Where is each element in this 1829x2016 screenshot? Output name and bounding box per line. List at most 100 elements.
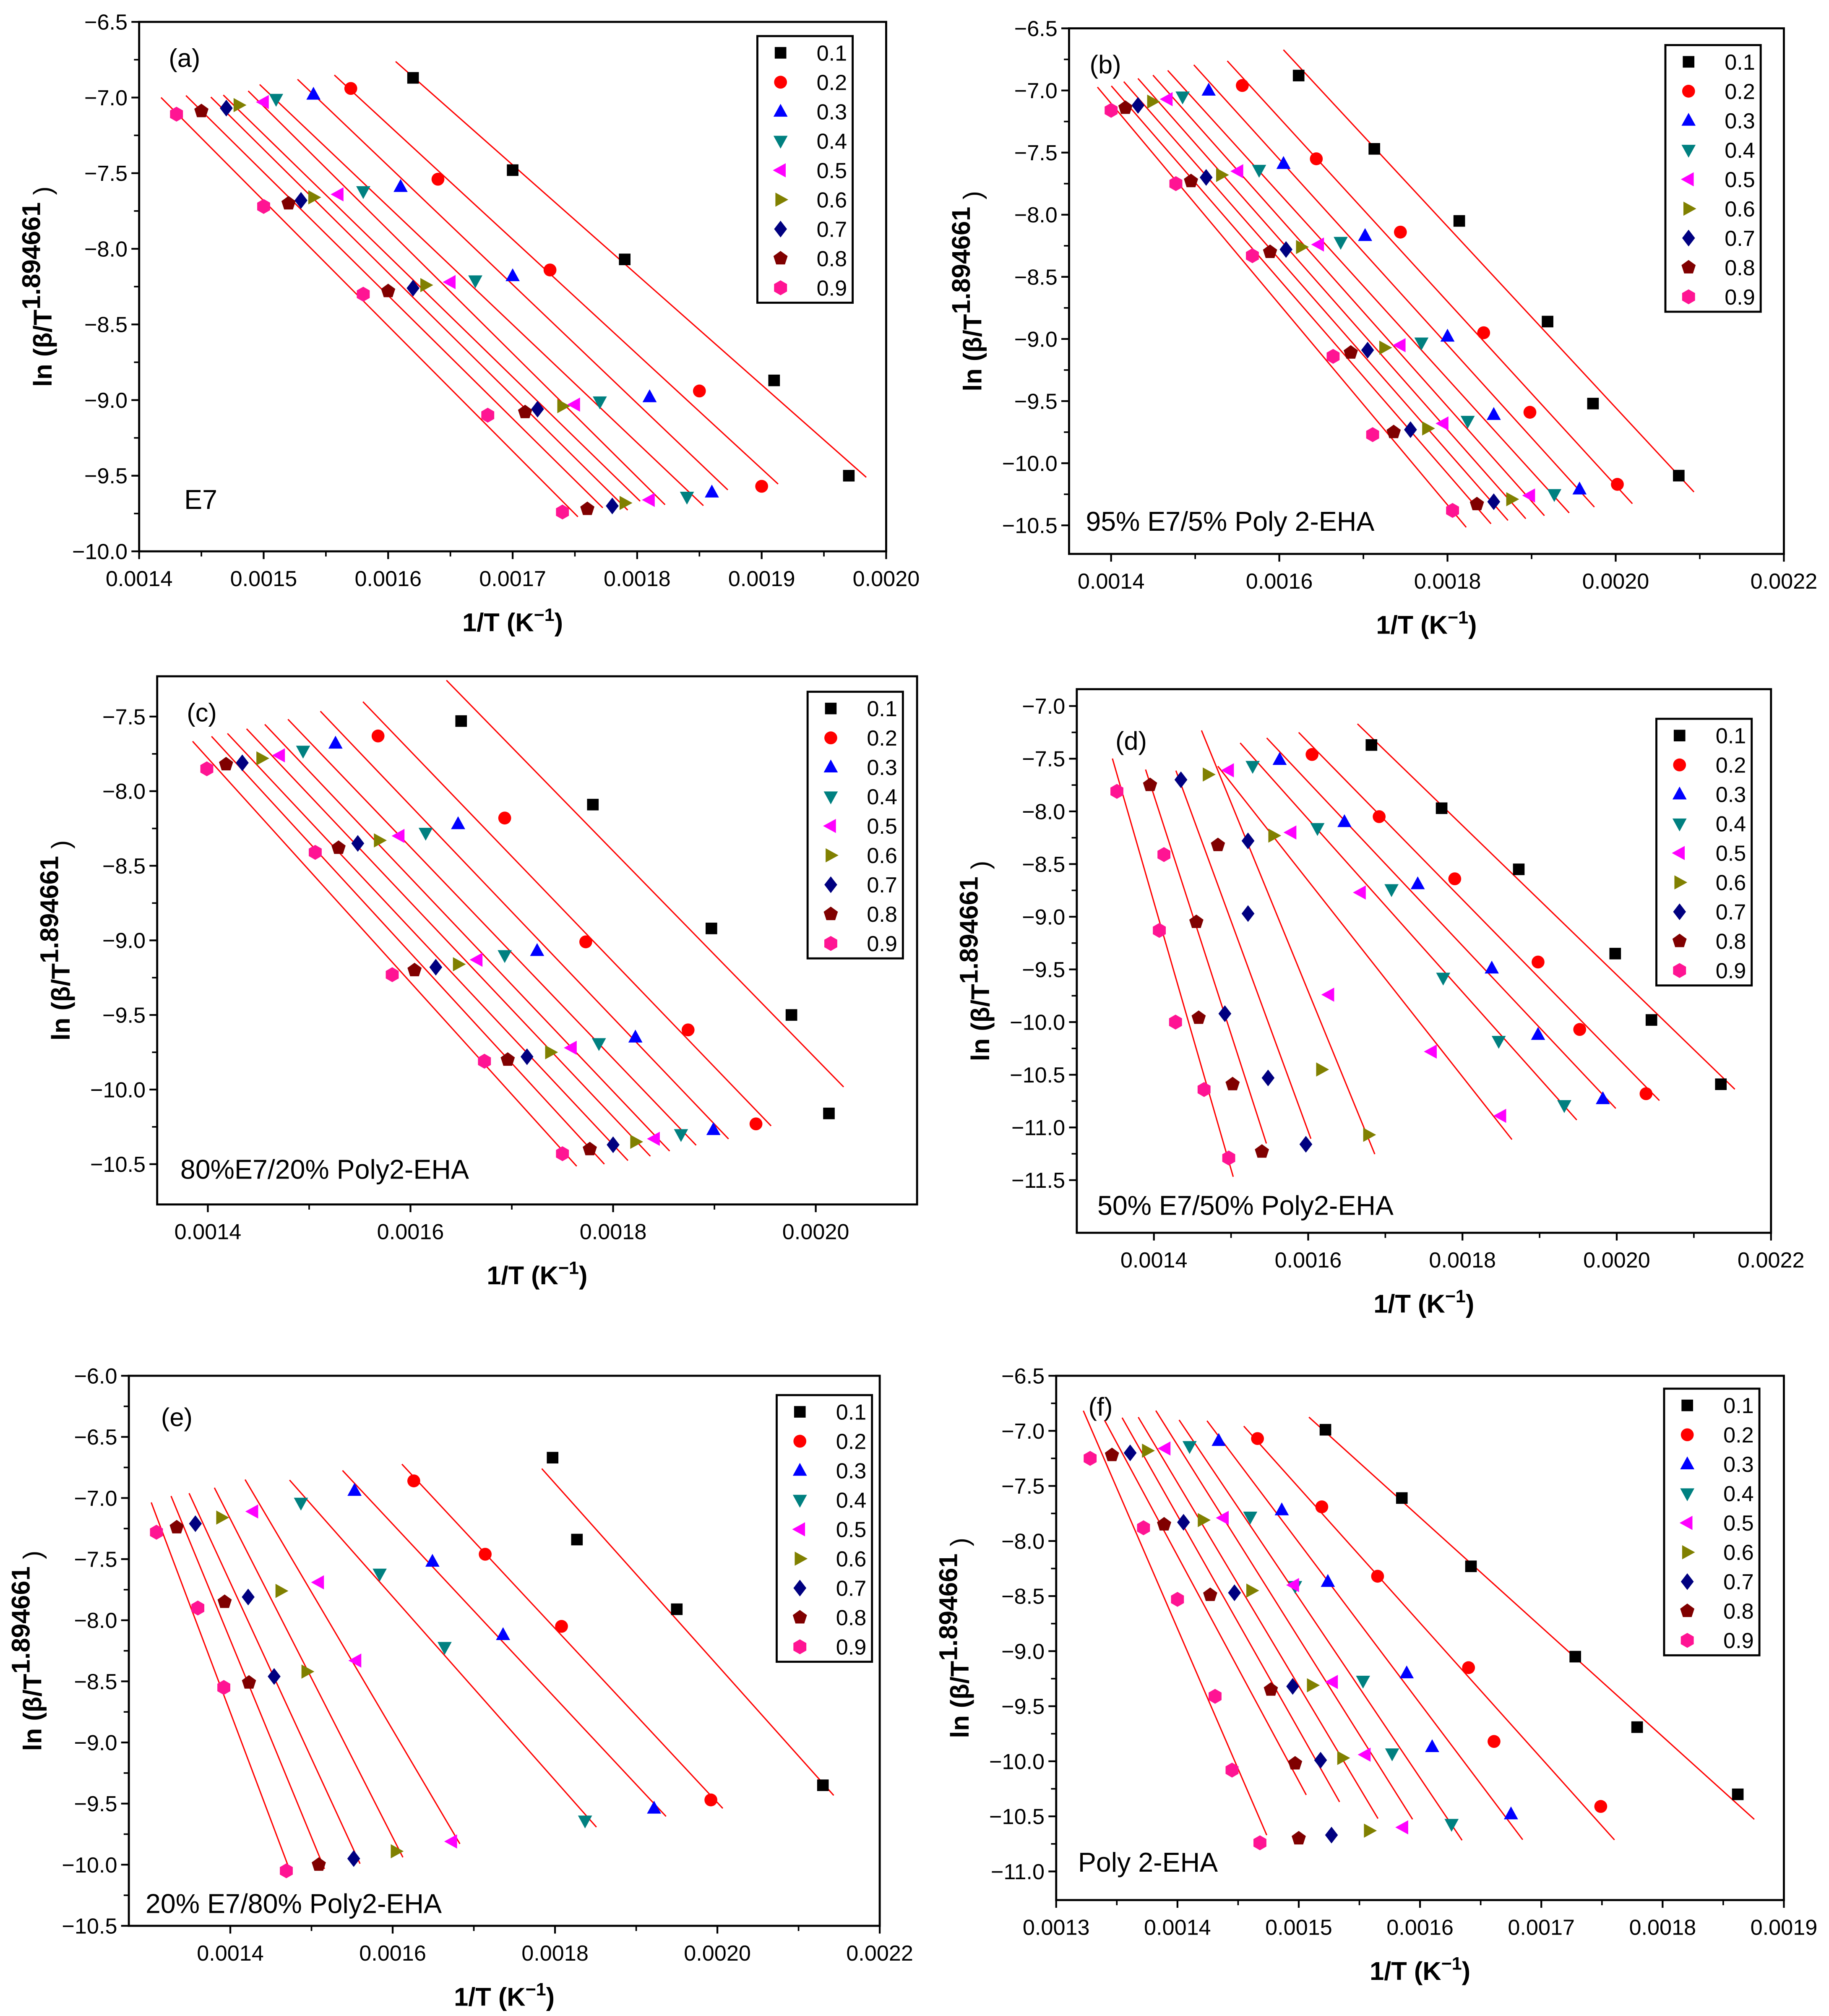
plot-area bbox=[1083, 1410, 1755, 1850]
data-point-0.6 bbox=[301, 1664, 315, 1679]
data-point-0.4 bbox=[373, 1568, 387, 1582]
legend-label: 0.9 bbox=[817, 276, 847, 300]
legend-marker-diamond-icon bbox=[793, 1580, 807, 1597]
fit-line-0.5 bbox=[264, 724, 670, 1152]
data-point-0.5 bbox=[469, 952, 483, 967]
data-point-0.3 bbox=[1274, 1502, 1289, 1515]
x-axis-label-main: 1/T (K bbox=[462, 608, 534, 637]
legend-label: 0.9 bbox=[1725, 285, 1755, 310]
y-tick-label: −6.5 bbox=[1001, 1364, 1045, 1388]
x-tick-label: 0.0018 bbox=[604, 567, 671, 591]
data-point-0.2 bbox=[1488, 1735, 1501, 1748]
data-point-0.7 bbox=[242, 1588, 255, 1606]
data-point-0.9 bbox=[1110, 784, 1123, 799]
y-tick-label: −8.0 bbox=[84, 237, 128, 261]
data-point-0.2 bbox=[555, 1620, 568, 1633]
legend-label: 0.8 bbox=[1716, 930, 1746, 954]
data-point-0.5 bbox=[348, 1653, 362, 1668]
data-point-0.2 bbox=[479, 1548, 492, 1561]
y-tick-label: −7.0 bbox=[1001, 1419, 1045, 1444]
data-point-0.4 bbox=[1444, 1819, 1459, 1832]
data-point-0.4 bbox=[1252, 164, 1266, 178]
legend-marker-diamond-icon bbox=[1680, 1573, 1694, 1590]
y-tick-label: −9.5 bbox=[1014, 389, 1058, 414]
x-axis-label-end: ) bbox=[1466, 1290, 1474, 1319]
legend-marker-triangle-left-icon bbox=[1680, 172, 1694, 187]
data-point-0.6 bbox=[1422, 421, 1435, 436]
fit-line-0.6 bbox=[1137, 78, 1527, 519]
data-point-0.5 bbox=[256, 95, 269, 110]
y-tick-label: −6.5 bbox=[84, 10, 128, 35]
x-tick-label: 0.0022 bbox=[1751, 569, 1818, 594]
data-point-0.8 bbox=[1143, 777, 1157, 791]
legend-label: 0.4 bbox=[1723, 1482, 1754, 1506]
x-tick-label: 0.0016 bbox=[1386, 1916, 1454, 1940]
x-tick-label: 0.0020 bbox=[853, 567, 920, 591]
data-point-0.1 bbox=[407, 72, 419, 84]
data-point-0.3 bbox=[1440, 329, 1455, 342]
data-point-0.9 bbox=[1197, 1082, 1211, 1097]
legend-label: 0.4 bbox=[867, 785, 897, 809]
y-tick-label: −9.0 bbox=[1014, 327, 1058, 352]
data-point-0.1 bbox=[843, 469, 855, 482]
fit-line-0.2 bbox=[1227, 60, 1633, 504]
data-point-0.5 bbox=[1321, 987, 1334, 1002]
data-point-0.2 bbox=[693, 384, 706, 398]
data-point-0.1 bbox=[1436, 802, 1448, 814]
y-tick-label: −8.0 bbox=[102, 780, 146, 804]
x-axis-label: 1/T (K−1) bbox=[454, 1979, 555, 2012]
data-point-0.4 bbox=[578, 1815, 592, 1828]
fit-line-0.9 bbox=[1112, 758, 1234, 1177]
data-point-0.9 bbox=[1209, 1689, 1222, 1704]
legend-box bbox=[756, 35, 854, 304]
legend-label: 0.6 bbox=[1716, 871, 1746, 895]
legend-label: 0.2 bbox=[1716, 754, 1746, 778]
data-point-0.9 bbox=[1137, 1520, 1150, 1536]
x-tick-label: 0.0014 bbox=[1078, 569, 1145, 594]
x-axis-label: 1/T (K−1) bbox=[1373, 1286, 1474, 1319]
fit-line-0.9 bbox=[192, 741, 577, 1167]
data-point-0.2 bbox=[407, 1474, 420, 1487]
data-point-0.9 bbox=[1246, 248, 1259, 263]
legend-label: 0.1 bbox=[867, 697, 897, 721]
data-point-0.5 bbox=[1522, 488, 1535, 503]
legend-label: 0.2 bbox=[836, 1429, 867, 1454]
x-tick-label: 0.0016 bbox=[377, 1220, 444, 1244]
y-axis-label-end: ) bbox=[959, 191, 987, 207]
data-point-0.9 bbox=[1153, 923, 1166, 938]
data-point-0.7 bbox=[1361, 342, 1374, 359]
x-tick-label: 0.0015 bbox=[1265, 1916, 1332, 1940]
data-point-0.1 bbox=[823, 1107, 835, 1119]
data-point-0.6 bbox=[453, 957, 466, 972]
fit-line-0.4 bbox=[287, 719, 697, 1146]
fit-line-0.1 bbox=[395, 61, 867, 478]
data-point-0.5 bbox=[1221, 763, 1234, 777]
fit-line-0.4 bbox=[1167, 70, 1570, 514]
data-point-0.1 bbox=[455, 715, 467, 727]
data-point-0.4 bbox=[1436, 973, 1451, 986]
fit-line-0.3 bbox=[320, 711, 729, 1140]
legend-marker-square-icon bbox=[774, 47, 787, 59]
legend-marker-triangle-left-icon bbox=[792, 1522, 805, 1536]
fit-line-0.3 bbox=[1193, 64, 1595, 508]
data-point-0.8 bbox=[1386, 425, 1401, 438]
data-point-0.5 bbox=[1395, 1820, 1408, 1835]
data-point-0.8 bbox=[331, 840, 346, 854]
legend: 0.1 0.2 0.3 0.4 0.5 0.6 0.7 0.8 0.9 bbox=[1663, 1387, 1761, 1656]
x-axis-label-end: ) bbox=[546, 1982, 555, 2011]
fit-line-0.7 bbox=[1175, 770, 1312, 1139]
legend-marker-hexagon-icon bbox=[793, 1639, 807, 1654]
y-tick-label: −8.5 bbox=[74, 1670, 117, 1694]
legend-marker-triangle-right-icon bbox=[1682, 1545, 1695, 1560]
data-point-0.6 bbox=[1246, 1583, 1259, 1598]
legend-marker-diamond-icon bbox=[1673, 903, 1686, 921]
x-tick-label: 0.0016 bbox=[354, 567, 422, 591]
data-point-0.7 bbox=[189, 1515, 202, 1532]
x-tick-label: 0.0014 bbox=[106, 567, 173, 591]
data-point-0.3 bbox=[530, 943, 545, 956]
data-point-0.4 bbox=[356, 186, 370, 199]
fit-line-0.8 bbox=[1111, 85, 1492, 524]
y-tick-label: −11.5 bbox=[1011, 1168, 1065, 1193]
legend-marker-diamond-icon bbox=[824, 876, 837, 893]
